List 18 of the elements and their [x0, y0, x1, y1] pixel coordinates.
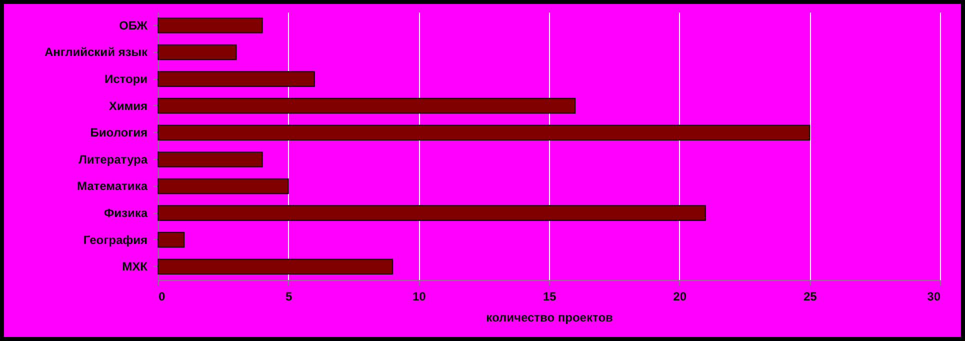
y-tick-label: Литература	[78, 152, 148, 166]
y-tick-label: Физика	[104, 206, 148, 220]
x-tick-label: 10	[412, 290, 426, 304]
y-tick-label: Биология	[90, 126, 148, 140]
x-tick-label: 30	[927, 290, 941, 304]
y-tick-label: Истори	[104, 72, 148, 86]
x-tick-label: 20	[673, 290, 687, 304]
y-tick-label: Математика	[76, 179, 148, 194]
x-axis-title: количество проектов	[486, 310, 613, 324]
x-tick-label: 0	[158, 290, 166, 304]
x-tick-label: 25	[803, 290, 818, 304]
y-tick-label: ОБЖ	[118, 18, 148, 32]
y-tick-label: МХК	[122, 260, 148, 274]
y-tick-label: Химия	[108, 98, 148, 113]
x-tick-label: 15	[542, 290, 556, 304]
y-tick-label: Английский язык	[44, 45, 148, 60]
x-tick-label: 5	[285, 290, 292, 304]
y-tick-label: География	[83, 232, 148, 247]
